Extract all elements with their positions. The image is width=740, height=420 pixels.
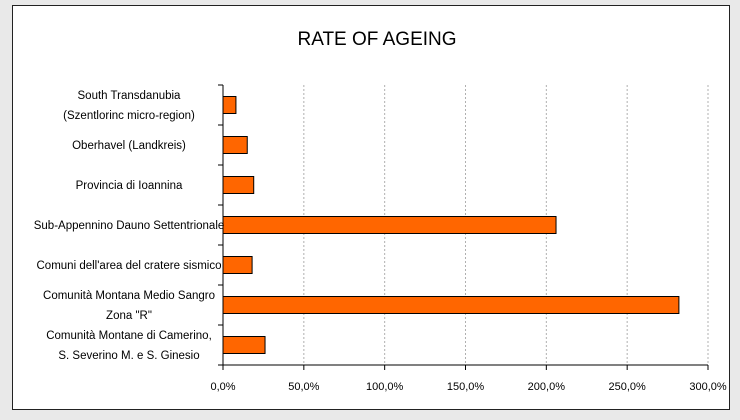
x-tick-labels: 0,0% 50,0% 100,0% 150,0% 200,0% 250,0% 300,0%: [210, 381, 726, 393]
category-label: (Szentlorinc micro-region): [63, 110, 195, 122]
bar: [222, 136, 248, 154]
chart-frame: RATE OF AGEING South Transdanubia (Szentl…: [12, 5, 730, 410]
category-label: Zona "R": [106, 310, 152, 322]
category-label: Oberhavel (Landkreis): [72, 140, 186, 152]
x-tick-label: 50,0%: [288, 381, 319, 393]
category-label: Comunità Montane di Camerino,: [46, 330, 212, 342]
axes: [218, 84, 709, 370]
category-label: S. Severino M. e S. Ginesio: [58, 350, 199, 362]
x-tick-label: 150,0%: [447, 381, 485, 393]
x-tick-label: 300,0%: [689, 381, 727, 393]
bar: [222, 256, 253, 274]
x-tick-label: 200,0%: [528, 381, 566, 393]
x-tick-label: 250,0%: [609, 381, 647, 393]
x-tick-label: 100,0%: [366, 381, 404, 393]
x-tick-label: 0,0%: [210, 381, 235, 393]
bars: [222, 96, 680, 354]
category-label: Sub-Appennino Dauno Settentrionale: [34, 220, 225, 232]
category-label: Comunità Montana Medio Sangro: [43, 290, 215, 302]
bar: [222, 296, 680, 314]
bar: [222, 336, 266, 354]
category-label: Provincia di Ioannina: [76, 180, 183, 192]
category-label: South Transdanubia: [78, 90, 182, 102]
bar: [222, 216, 557, 234]
category-label: Comuni dell'area del cratere sismico: [37, 260, 222, 272]
chart-title: RATE OF AGEING: [297, 29, 456, 50]
bar-chart: RATE OF AGEING South Transdanubia (Szentl…: [34, 29, 727, 393]
category-labels: South Transdanubia (Szentlorinc micro-reg…: [34, 90, 225, 362]
bar: [222, 176, 255, 194]
bar: [222, 96, 237, 114]
